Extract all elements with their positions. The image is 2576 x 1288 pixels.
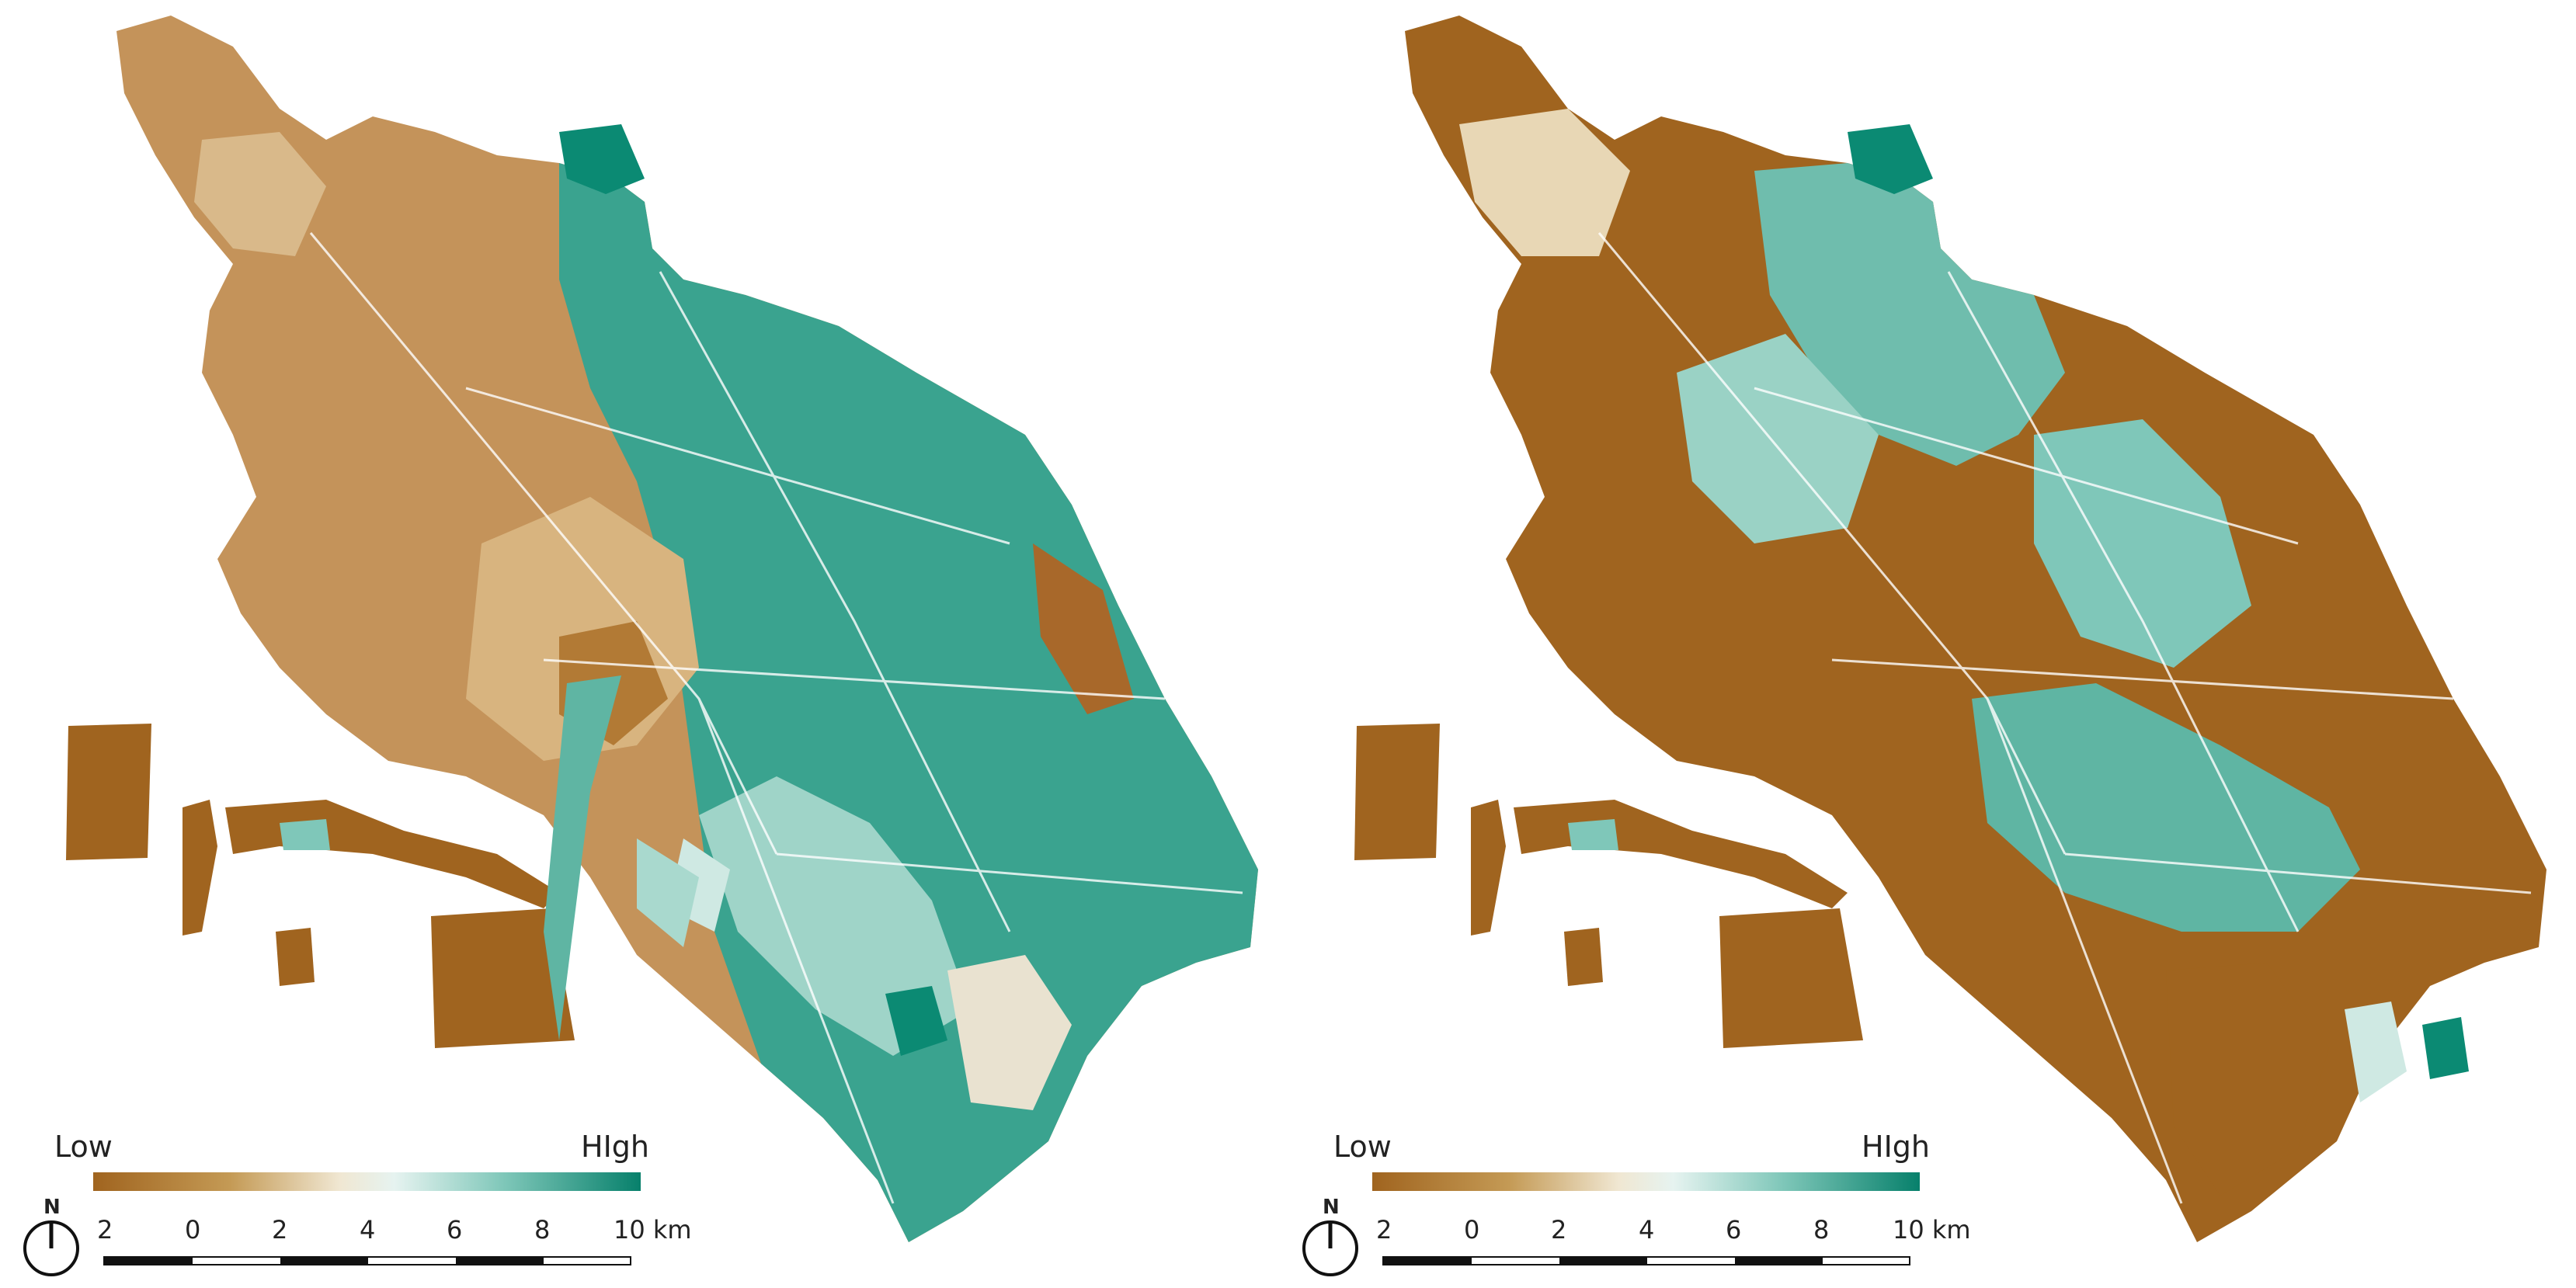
scale-tick: 4 <box>360 1215 376 1245</box>
west-block-2 <box>1471 800 1506 936</box>
legend-high-label: HIgh <box>581 1130 649 1164</box>
scale-tick: 2 <box>97 1215 113 1245</box>
scale-tick: 0 <box>185 1215 201 1245</box>
east-region <box>559 163 1258 1242</box>
central-triangle <box>544 675 621 1040</box>
scale-tick: 2 <box>1551 1215 1567 1245</box>
scale-tick: 6 <box>1726 1215 1742 1245</box>
southeast-brown <box>1033 543 1134 714</box>
southwest-block <box>1719 908 1863 1048</box>
scale-tick: 8 <box>1813 1215 1830 1245</box>
port-strip <box>225 800 559 908</box>
south-teal-patch <box>2422 1017 2469 1079</box>
scale-tick: 4 <box>1639 1215 1655 1245</box>
north-arrow-circle <box>1302 1220 1358 1276</box>
central-light-triangle <box>637 838 699 947</box>
map-right-regions <box>1354 16 2546 1242</box>
map-panel-left: Low HIgh N 2 0 2 4 6 8 10 km <box>22 16 1258 1281</box>
legend-color-bar <box>93 1172 641 1191</box>
south-light-patch <box>947 955 1072 1110</box>
scale-bar <box>1382 1256 1910 1265</box>
north-teal-patch <box>559 124 645 194</box>
west-block-2 <box>183 800 217 936</box>
scale-tick: 8 <box>534 1215 551 1245</box>
north-label: N <box>43 1196 61 1219</box>
south-teal-patch <box>885 986 947 1056</box>
west-block-1 <box>1354 724 1440 860</box>
port-teal-patch <box>280 819 330 850</box>
north-arrow-icon: N <box>22 1196 84 1281</box>
west-block-1 <box>66 724 151 860</box>
scale-tick: 2 <box>1376 1215 1392 1245</box>
port-strip <box>1514 800 1848 908</box>
scale-tick: 6 <box>447 1215 463 1245</box>
northwest-light <box>194 132 326 256</box>
map-left-roads <box>309 232 1243 1204</box>
map-panel-right: Low HIgh N 2 0 2 4 6 8 10 km <box>1288 0 2576 1288</box>
north-teal-patch <box>1848 124 1933 194</box>
north-arrow-icon: N <box>1301 1196 1363 1281</box>
city-main-region <box>1405 16 2546 1242</box>
legend-low-label: Low <box>54 1130 113 1164</box>
scale-bar <box>103 1256 631 1265</box>
east-light-region <box>699 776 971 1056</box>
south-island <box>1564 928 1603 986</box>
east-teal-mix <box>2034 419 2251 668</box>
south-island <box>276 928 315 986</box>
map-left <box>66 16 1258 1242</box>
legend-high-label: HIgh <box>1862 1130 1930 1164</box>
scale-tick: 2 <box>272 1215 288 1245</box>
scale-tick: 10 km <box>614 1215 692 1245</box>
south-light-teal <box>2345 1002 2407 1102</box>
north-teal-mix <box>1754 163 2065 466</box>
southwest-block <box>431 908 575 1048</box>
scale-tick: 10 km <box>1893 1215 1971 1245</box>
north-label: N <box>1323 1196 1340 1219</box>
map-right <box>1354 16 2546 1242</box>
south-brown-block <box>2166 963 2329 1196</box>
legend-low-label: Low <box>1333 1130 1392 1164</box>
north-arrow-circle <box>23 1220 79 1276</box>
map-right-roads <box>1597 232 2532 1204</box>
northwest-light-mix <box>1459 109 1630 256</box>
legend-color-bar <box>1372 1172 1920 1191</box>
scale-tick: 0 <box>1464 1215 1480 1245</box>
port-teal-patch <box>1568 819 1618 850</box>
map-left-regions <box>66 16 1258 1242</box>
